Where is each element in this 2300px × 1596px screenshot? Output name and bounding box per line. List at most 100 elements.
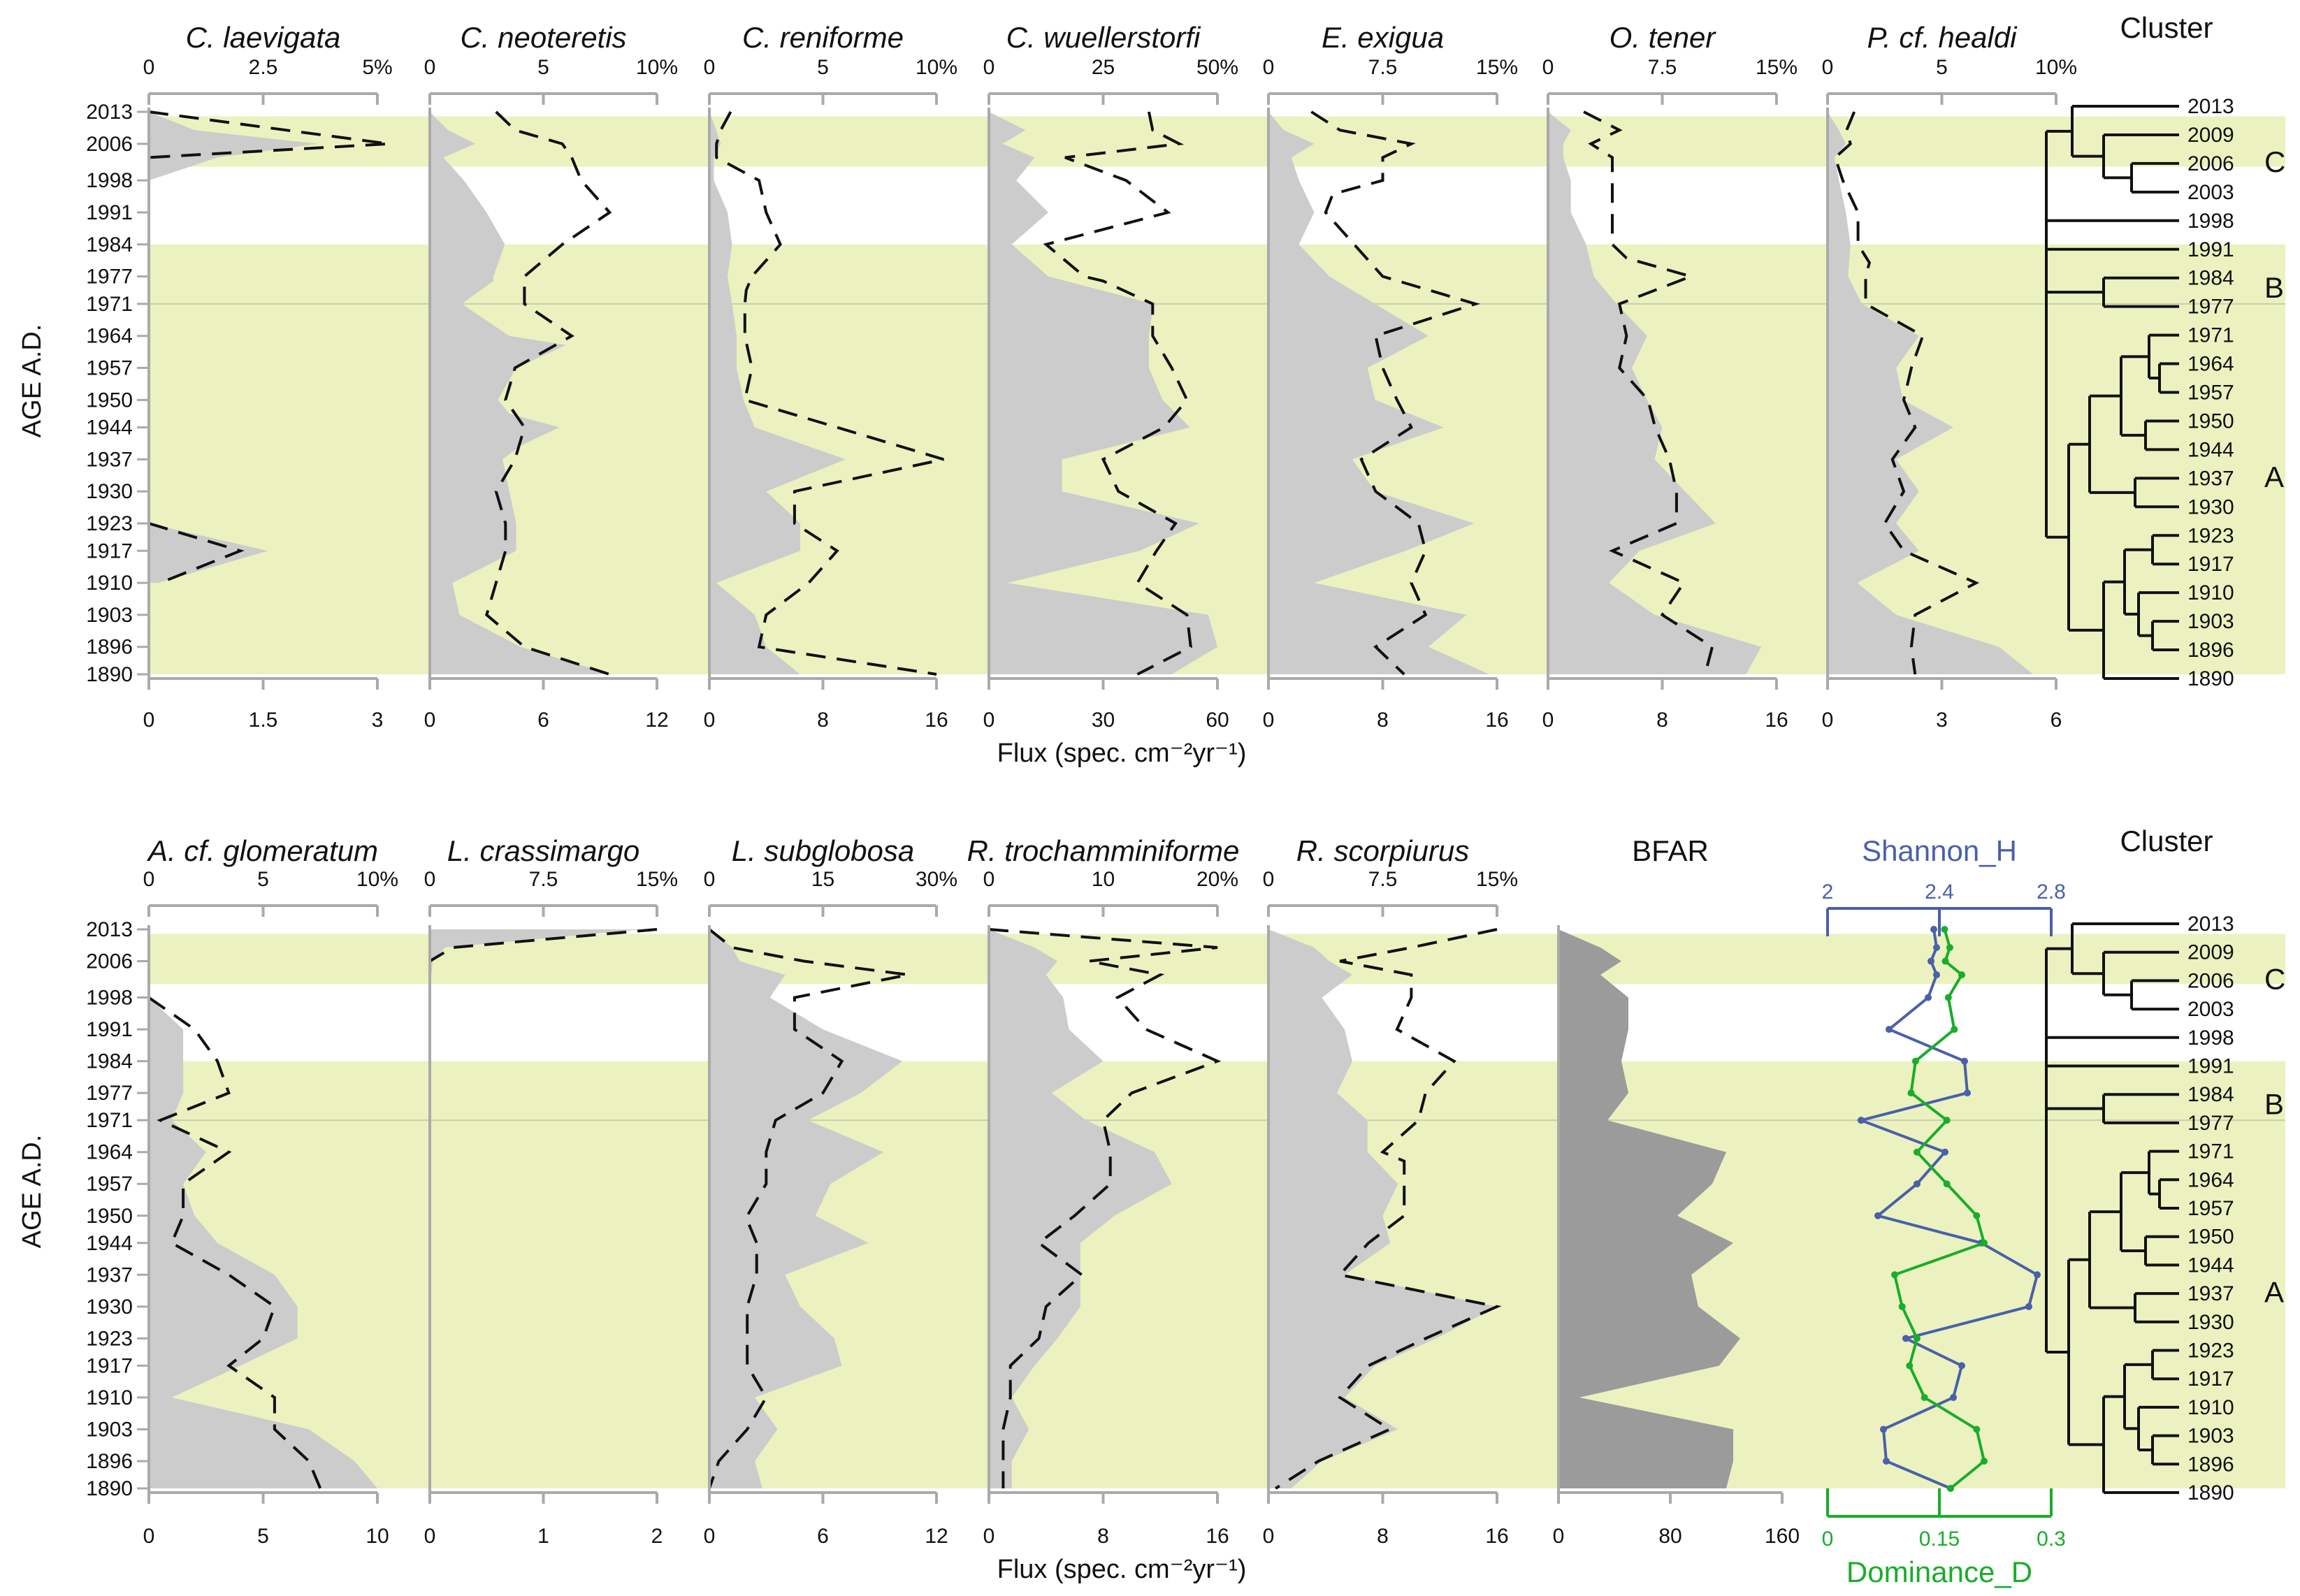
- age-tick-label: 1984: [86, 1050, 133, 1073]
- flux-tick-label: 160: [1765, 1525, 1800, 1548]
- age-tick-label: 1923: [86, 512, 133, 535]
- flux-tick-label: 6: [2051, 709, 2062, 732]
- percent-tick-label: 7.5: [1648, 56, 1677, 79]
- percent-tick-label: 50%: [1196, 56, 1238, 79]
- shannon-point: [1858, 1117, 1865, 1124]
- dendrogram-leaf-label: 2009: [2187, 124, 2234, 147]
- dendrogram-leaf-label: 1890: [2187, 667, 2234, 690]
- percent-tick-label: 10%: [916, 56, 957, 79]
- percent-tick-label: 5%: [362, 56, 392, 79]
- dendrogram-leaf-label: 1991: [2187, 1055, 2234, 1078]
- age-tick-label: 1984: [86, 233, 133, 256]
- dendrogram-leaf-label: 1991: [2187, 238, 2234, 261]
- panel-title: C. reniforme: [742, 21, 904, 54]
- zone-B-row0: [149, 244, 2285, 304]
- percent-tick-label: 0: [1822, 56, 1834, 79]
- y-axis-label-top: AGE A.D.: [17, 324, 47, 438]
- flux-line: [485, 110, 612, 676]
- dominance-point: [1951, 1026, 1958, 1033]
- panel-title: P. cf. healdi: [1867, 21, 2018, 54]
- shannon-point: [1883, 1457, 1890, 1465]
- panel-0: C. laevigata 0 2.5 5% 0 1.5 3: [143, 21, 393, 732]
- flux-axis-label-bottom: Flux (spec. cm⁻²yr⁻¹): [997, 1555, 1247, 1584]
- percent-tick-label: 0: [424, 56, 436, 79]
- shannon-point: [1930, 926, 1937, 933]
- dendrogram-leaf-label: 1971: [2187, 324, 2234, 347]
- panel-title: O. tener: [1610, 21, 1717, 54]
- dominance-point: [1943, 1180, 1951, 1188]
- flux-tick-label: 6: [817, 1525, 829, 1548]
- shannon-point: [2025, 1303, 2032, 1310]
- shannon-point: [2034, 1271, 2041, 1279]
- percent-tick-label: 10%: [356, 868, 398, 891]
- age-tick-label: 1950: [86, 1205, 133, 1228]
- dendrogram-leaf-label: 1998: [2187, 1026, 2234, 1050]
- percent-tick-label: 0: [143, 868, 155, 891]
- dendrogram-leaf-label: 1930: [2187, 495, 2234, 518]
- age-tick-label: 1910: [86, 1386, 133, 1409]
- flux-tick-label: 0: [1553, 1525, 1565, 1548]
- panel-11: R. scorpiurus 0 7.5 15% 0 8 16: [1263, 834, 1518, 1548]
- dendrogram-leaf-label: 2003: [2187, 998, 2234, 1021]
- shannon-point: [1961, 1057, 1968, 1065]
- dominance-tick-label: 0.3: [2037, 1528, 2066, 1551]
- age-tick-label: 1998: [86, 987, 133, 1010]
- percent-tick-label: 0: [983, 56, 995, 79]
- age-tick-label: 1937: [86, 448, 133, 471]
- dendrogram-leaf-label: 1903: [2187, 610, 2234, 633]
- flux-tick-label: 5: [257, 1525, 269, 1548]
- percent-tick-label: 7.5: [1368, 56, 1398, 79]
- shannon-point: [1964, 1089, 1971, 1097]
- dominance-tick-label: 0.15: [1919, 1528, 1960, 1551]
- percent-tick-label: 0: [143, 56, 155, 79]
- flux-line: [1583, 110, 1714, 675]
- dendrogram-leaf-label: 1910: [2187, 1396, 2234, 1419]
- dominance-point: [1973, 1425, 1981, 1433]
- panel-title: BFAR: [1632, 834, 1709, 867]
- panel-title: R. scorpiurus: [1296, 834, 1469, 867]
- age-tick-label: 2013: [86, 918, 133, 941]
- age-tick-label: 1903: [86, 1418, 133, 1441]
- dominance-point: [1973, 1212, 1981, 1219]
- dominance-point: [1914, 1335, 1921, 1342]
- dominance-point: [1911, 1057, 1919, 1065]
- percent-tick-label: 5: [1936, 56, 1948, 79]
- age-tick-label: 1971: [86, 1109, 133, 1132]
- age-tick-label: 2006: [86, 133, 133, 156]
- percent-tick-label: 5: [537, 56, 549, 79]
- percent-tick-label: 15%: [1476, 868, 1518, 891]
- cluster-letter: B: [2264, 1088, 2284, 1121]
- percent-area: [1268, 112, 1490, 674]
- dendrogram-leaf-label: 1923: [2187, 524, 2234, 547]
- flux-tick-label: 0: [704, 709, 716, 732]
- shannon-point: [1950, 1393, 1957, 1401]
- dominance-point: [1947, 1485, 1954, 1492]
- flux-tick-label: 1.5: [249, 709, 278, 732]
- flux-tick-label: 16: [1485, 709, 1508, 732]
- dendrogram-leaf-label: 1903: [2187, 1425, 2234, 1448]
- dominance-point: [1914, 1148, 1921, 1156]
- percent-area: [149, 112, 318, 181]
- dendrogram-leaf-label: 1944: [2187, 438, 2234, 461]
- dominance-title: Dominance_D: [1846, 1555, 2032, 1588]
- shannon-point: [1886, 1026, 1893, 1033]
- dendrogram-leaf-label: 1971: [2187, 1140, 2234, 1163]
- age-tick-label: 1964: [86, 1141, 133, 1164]
- age-tick-label: 1944: [86, 416, 133, 440]
- flux-tick-label: 0: [983, 1525, 995, 1548]
- shannon-title: Shannon_H: [1862, 834, 2017, 867]
- flux-tick-label: 3: [372, 709, 384, 732]
- dominance-point: [1941, 957, 1949, 965]
- age-tick-label: 1890: [86, 1477, 133, 1500]
- dendrogram-leaf-label: 1890: [2187, 1481, 2234, 1504]
- percent-tick-label: 15%: [1756, 56, 1798, 79]
- age-tick-label: 1998: [86, 169, 133, 192]
- age-tick-label: 1937: [86, 1263, 133, 1286]
- dendrogram-leaf-label: 2006: [2187, 969, 2234, 992]
- dendrogram-leaf-label: 1917: [2187, 553, 2234, 576]
- shannon-point: [1880, 1425, 1887, 1433]
- flux-tick-label: 3: [1936, 709, 1948, 732]
- cluster-title-top: Cluster: [2120, 11, 2213, 44]
